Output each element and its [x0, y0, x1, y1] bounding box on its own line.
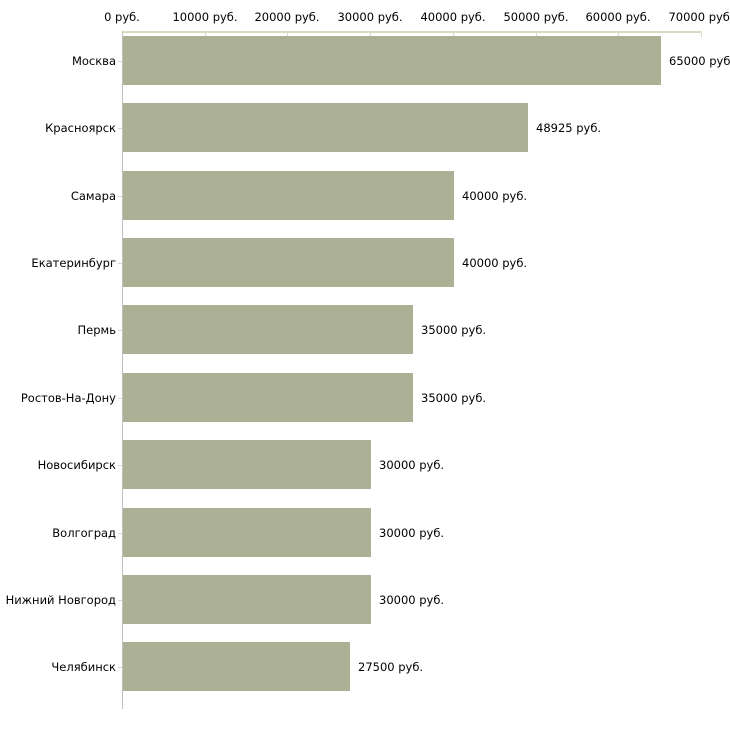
- bar-value-label: 48925 руб.: [536, 120, 602, 135]
- y-axis-baseline: [122, 31, 123, 709]
- bar-value-label: 35000 руб.: [421, 322, 487, 337]
- x-axis-tick: [453, 31, 454, 37]
- x-axis-tick-label: 20000 руб.: [254, 10, 320, 24]
- bar: [123, 440, 371, 489]
- category-tick: [118, 128, 122, 129]
- bar-value-label: 35000 руб.: [421, 390, 487, 405]
- bar: [123, 305, 413, 354]
- x-axis-tick-label: 0 руб.: [104, 10, 140, 24]
- x-axis-tick: [287, 31, 288, 37]
- category-label: Волгоград: [52, 525, 116, 540]
- category-label: Нижний Новгород: [5, 592, 116, 607]
- bar: [123, 373, 413, 422]
- bar-value-label: 30000 руб.: [379, 457, 445, 472]
- bar-value-label: 30000 руб.: [379, 592, 445, 607]
- bar: [123, 508, 371, 557]
- category-tick: [118, 196, 122, 197]
- bar: [123, 36, 661, 85]
- category-tick: [118, 667, 122, 668]
- bar: [123, 575, 371, 624]
- category-label: Пермь: [77, 322, 116, 337]
- x-axis-tick-label: 60000 руб.: [585, 10, 651, 24]
- category-tick: [118, 533, 122, 534]
- category-label: Новосибирск: [37, 457, 116, 472]
- category-tick: [118, 263, 122, 264]
- bar: [123, 171, 454, 220]
- category-label: Самара: [70, 188, 116, 203]
- x-axis-tick-label: 70000 руб.: [668, 10, 730, 24]
- bar: [123, 103, 528, 152]
- x-axis-tick: [536, 31, 537, 37]
- x-axis-tick: [618, 31, 619, 37]
- category-tick: [118, 330, 122, 331]
- x-axis-tick: [370, 31, 371, 37]
- x-axis-tick-label: 50000 руб.: [503, 10, 569, 24]
- x-axis-tick-label: 30000 руб.: [337, 10, 403, 24]
- category-tick: [118, 398, 122, 399]
- category-tick: [118, 600, 122, 601]
- category-label: Екатеринбург: [31, 255, 116, 270]
- category-label: Ростов-На-Дону: [20, 390, 116, 405]
- bar: [123, 238, 454, 287]
- x-axis-tick: [205, 31, 206, 37]
- bar-value-label: 30000 руб.: [379, 525, 445, 540]
- category-tick: [118, 61, 122, 62]
- x-axis-tick-label: 40000 руб.: [420, 10, 486, 24]
- bar-value-label: 27500 руб.: [358, 659, 424, 674]
- bar-value-label: 65000 руб.: [669, 53, 730, 68]
- x-axis-tick: [701, 31, 702, 37]
- bar-value-label: 40000 руб.: [462, 255, 528, 270]
- category-label: Челябинск: [51, 659, 116, 674]
- x-axis-line: [122, 31, 701, 33]
- bar: [123, 642, 350, 691]
- category-label: Красноярск: [45, 120, 116, 135]
- category-label: Москва: [71, 53, 116, 68]
- x-axis-tick-label: 10000 руб.: [172, 10, 238, 24]
- bar-value-label: 40000 руб.: [462, 188, 528, 203]
- category-tick: [118, 465, 122, 466]
